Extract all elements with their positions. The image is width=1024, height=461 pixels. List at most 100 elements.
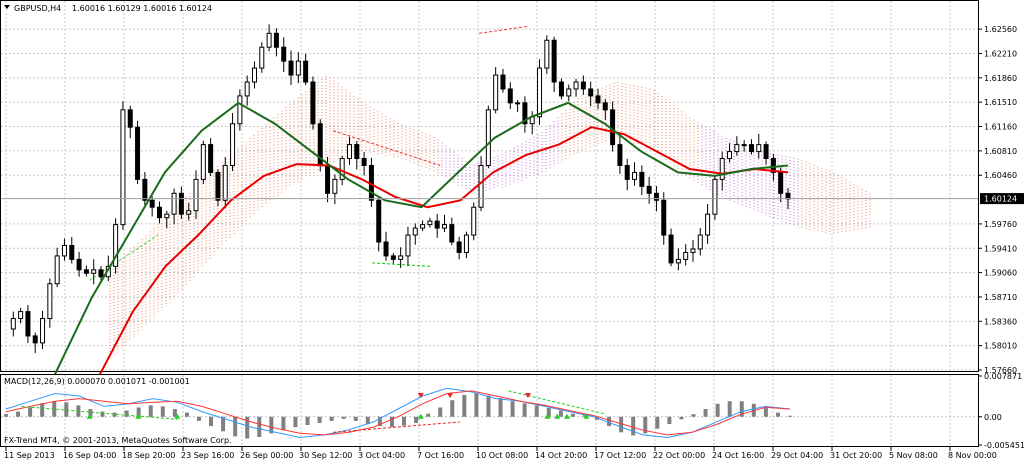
time-tick-label: 17 Oct 12:00 xyxy=(594,451,646,460)
candle-body xyxy=(266,32,272,48)
macd-bar xyxy=(233,416,238,437)
candle-body xyxy=(646,185,652,194)
candle-body xyxy=(18,311,24,320)
macd-bar xyxy=(607,416,612,427)
time-tick-label: 7 Oct 16:00 xyxy=(417,451,464,460)
macd-bar xyxy=(245,416,250,439)
candle-body xyxy=(237,95,243,125)
candle-body xyxy=(398,255,404,260)
up-arrow-icon xyxy=(417,413,424,419)
up-arrow-icon xyxy=(86,413,93,419)
candle-body xyxy=(339,158,345,180)
price-tick-label: 1.58360 xyxy=(984,317,1017,326)
candle-body xyxy=(405,234,411,257)
macd-bar xyxy=(196,416,201,421)
candle-body xyxy=(361,158,367,166)
candle-body xyxy=(748,144,754,153)
candle-body xyxy=(588,88,594,97)
macd-bar xyxy=(655,416,660,429)
candle-body xyxy=(624,164,630,180)
time-tick-label: 8 Nov 00:00 xyxy=(948,451,997,460)
candle-body xyxy=(756,144,762,153)
candle-body xyxy=(390,255,396,260)
macd-bar xyxy=(64,402,69,417)
candle-body xyxy=(427,220,433,226)
candle-body xyxy=(522,102,528,125)
macd-bar xyxy=(172,408,177,417)
time-tick-label: 3 Oct 04:00 xyxy=(358,451,405,460)
macd-lines xyxy=(5,387,791,439)
macd-bar xyxy=(184,412,189,417)
candle-body xyxy=(69,244,75,260)
candle-body xyxy=(719,158,725,180)
candle-body xyxy=(310,81,316,125)
up-arrow-icon xyxy=(563,413,570,419)
candle-body xyxy=(346,144,352,160)
candle-body xyxy=(244,81,250,97)
time-tick-label: 30 Sep 12:00 xyxy=(299,451,352,460)
macd-bar xyxy=(510,401,515,417)
macd-bar xyxy=(522,403,527,417)
time-tick-label: 24 Oct 16:00 xyxy=(712,451,764,460)
macd-bar xyxy=(4,414,8,417)
candle-body xyxy=(295,60,301,76)
candle-body xyxy=(25,311,31,337)
time-tick-label: 26 Sep 00:00 xyxy=(240,451,293,460)
price-tick-label: 1.59760 xyxy=(984,220,1017,229)
candle-body xyxy=(456,241,462,253)
macd-bar xyxy=(136,407,141,417)
macd-bar xyxy=(88,408,93,417)
candle-body xyxy=(332,178,338,194)
candle-body xyxy=(156,206,162,219)
signal-line xyxy=(333,130,441,166)
candle-body xyxy=(763,144,769,160)
candle-body xyxy=(580,81,586,90)
candle-body xyxy=(653,192,659,201)
candle-body xyxy=(420,224,426,229)
macd-bar xyxy=(763,407,768,417)
macd-bar xyxy=(474,393,479,417)
macd-bar xyxy=(16,411,21,417)
macd-bar xyxy=(498,398,503,417)
macd-bar xyxy=(305,416,310,426)
time-tick-label: 31 Oct 20:00 xyxy=(830,451,882,460)
time-tick-label: 29 Oct 04:00 xyxy=(771,451,823,460)
candle-body xyxy=(98,269,104,278)
macd-arrows xyxy=(86,393,590,419)
chart-header: GBPUSD,H4 1.60016 1.60129 1.60016 1.6012… xyxy=(4,4,212,13)
candle-body xyxy=(566,88,572,97)
macd-bar xyxy=(353,416,358,421)
candle-body xyxy=(178,192,184,215)
macd-bar xyxy=(438,407,443,417)
candle-body xyxy=(32,335,38,344)
moving-averages xyxy=(54,101,789,375)
dropdown-triangle-icon[interactable] xyxy=(4,5,10,9)
signal-line xyxy=(479,25,529,34)
candle-body xyxy=(171,192,177,215)
ema-fast-line xyxy=(54,101,789,375)
signal-line xyxy=(89,234,159,281)
candle-body xyxy=(186,210,192,215)
candle-body xyxy=(303,60,309,83)
candle-body xyxy=(493,74,499,111)
macd-divergence-line xyxy=(333,421,460,433)
time-tick-label: 10 Oct 08:00 xyxy=(476,451,528,460)
candle-body xyxy=(135,126,141,180)
chart-title: GBPUSD,H4 xyxy=(14,4,61,13)
candle-body xyxy=(573,81,579,90)
macd-tick-label: -0.005451 xyxy=(984,441,1024,450)
signal-lines xyxy=(89,25,529,281)
macd-bar xyxy=(389,416,394,428)
candle-body xyxy=(617,144,623,166)
macd-bar xyxy=(329,416,334,421)
candle-body xyxy=(120,109,126,226)
candle-body xyxy=(778,171,784,194)
candle-body xyxy=(142,178,148,201)
candle-body xyxy=(449,224,455,243)
candlesticks xyxy=(10,24,791,353)
candle-body xyxy=(639,171,645,187)
macd-bar xyxy=(643,416,648,434)
macd-bar xyxy=(293,416,298,428)
candle-body xyxy=(551,39,557,83)
